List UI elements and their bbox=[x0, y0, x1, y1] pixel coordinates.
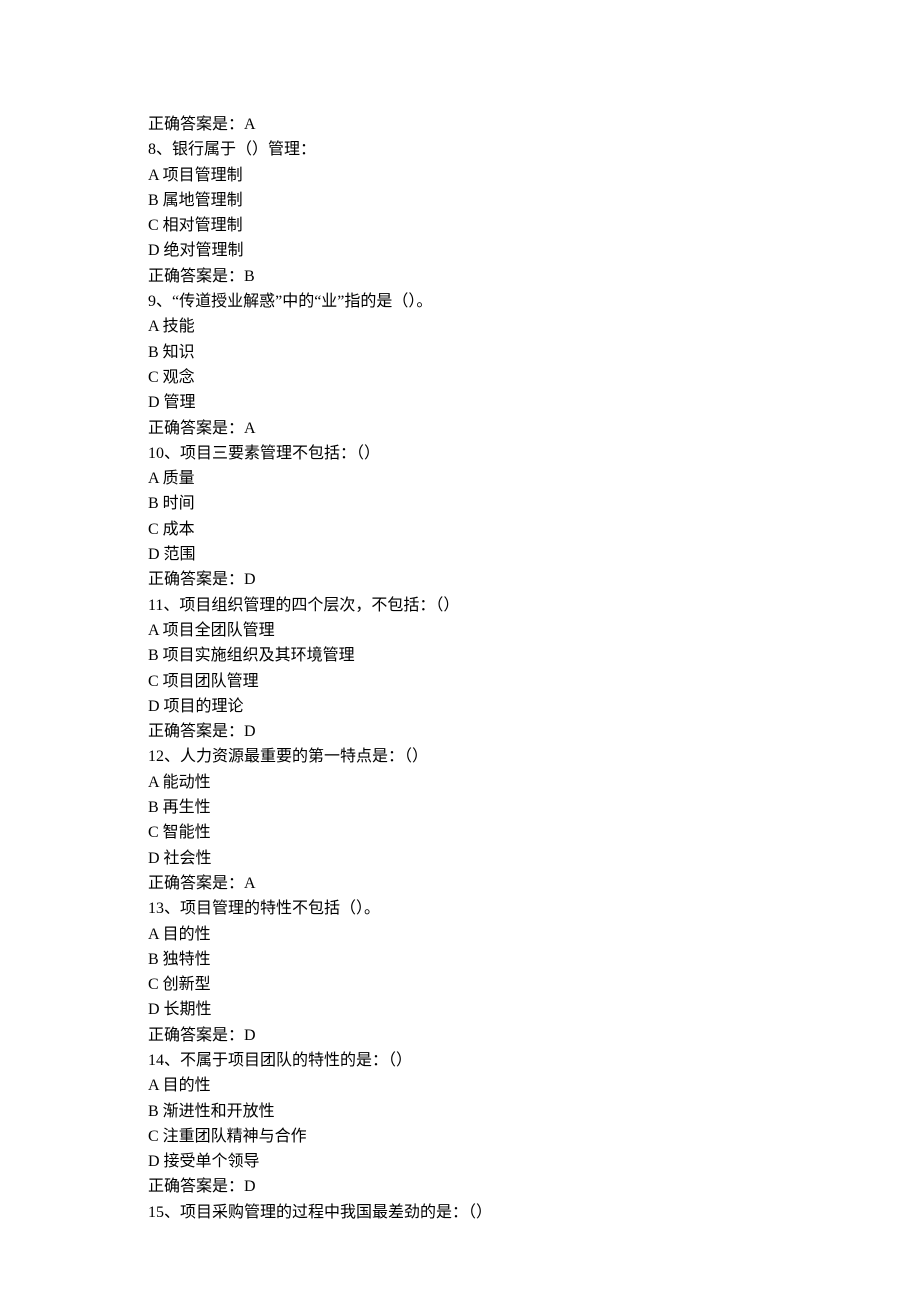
text-line: C 创新型 bbox=[148, 972, 920, 997]
text-line: 9、“传道授业解惑”中的“业”指的是（）。 bbox=[148, 289, 920, 314]
text-line: 13、项目管理的特性不包括（）。 bbox=[148, 896, 920, 921]
text-line: 12、人力资源最重要的第一特点是：（） bbox=[148, 744, 920, 769]
text-line: A 目的性 bbox=[148, 1073, 920, 1098]
text-line: 10、项目三要素管理不包括：（） bbox=[148, 441, 920, 466]
text-line: A 质量 bbox=[148, 466, 920, 491]
text-line: D 接受单个领导 bbox=[148, 1149, 920, 1174]
text-line: C 智能性 bbox=[148, 820, 920, 845]
text-line: 正确答案是：D bbox=[148, 719, 920, 744]
text-line: C 项目团队管理 bbox=[148, 669, 920, 694]
text-line: 正确答案是：D bbox=[148, 567, 920, 592]
text-line: 正确答案是：D bbox=[148, 1174, 920, 1199]
text-line: C 成本 bbox=[148, 517, 920, 542]
text-line: 正确答案是：B bbox=[148, 264, 920, 289]
text-line: 正确答案是：A bbox=[148, 112, 920, 137]
text-line: C 注重团队精神与合作 bbox=[148, 1124, 920, 1149]
text-line: B 独特性 bbox=[148, 947, 920, 972]
text-line: 正确答案是：A bbox=[148, 416, 920, 441]
text-line: 正确答案是：A bbox=[148, 871, 920, 896]
text-line: D 长期性 bbox=[148, 997, 920, 1022]
text-line: D 范围 bbox=[148, 542, 920, 567]
text-line: D 社会性 bbox=[148, 846, 920, 871]
text-line: B 属地管理制 bbox=[148, 188, 920, 213]
text-line: A 技能 bbox=[148, 314, 920, 339]
text-line: B 知识 bbox=[148, 340, 920, 365]
text-line: D 绝对管理制 bbox=[148, 238, 920, 263]
text-line: B 时间 bbox=[148, 491, 920, 516]
text-line: 正确答案是：D bbox=[148, 1023, 920, 1048]
text-line: B 项目实施组织及其环境管理 bbox=[148, 643, 920, 668]
text-line: A 能动性 bbox=[148, 770, 920, 795]
text-line: B 渐进性和开放性 bbox=[148, 1099, 920, 1124]
text-line: C 观念 bbox=[148, 365, 920, 390]
text-line: 15、项目采购管理的过程中我国最差劲的是：（） bbox=[148, 1200, 920, 1225]
text-line: A 目的性 bbox=[148, 922, 920, 947]
text-line: 14、不属于项目团队的特性的是：（） bbox=[148, 1048, 920, 1073]
text-line: B 再生性 bbox=[148, 795, 920, 820]
text-line: A 项目全团队管理 bbox=[148, 618, 920, 643]
text-line: 8、银行属于（）管理： bbox=[148, 137, 920, 162]
text-line: A 项目管理制 bbox=[148, 163, 920, 188]
text-line: D 项目的理论 bbox=[148, 694, 920, 719]
text-line: D 管理 bbox=[148, 390, 920, 415]
document-content: 正确答案是：A8、银行属于（）管理：A 项目管理制B 属地管理制C 相对管理制D… bbox=[148, 112, 920, 1225]
text-line: C 相对管理制 bbox=[148, 213, 920, 238]
text-line: 11、项目组织管理的四个层次，不包括：（） bbox=[148, 593, 920, 618]
